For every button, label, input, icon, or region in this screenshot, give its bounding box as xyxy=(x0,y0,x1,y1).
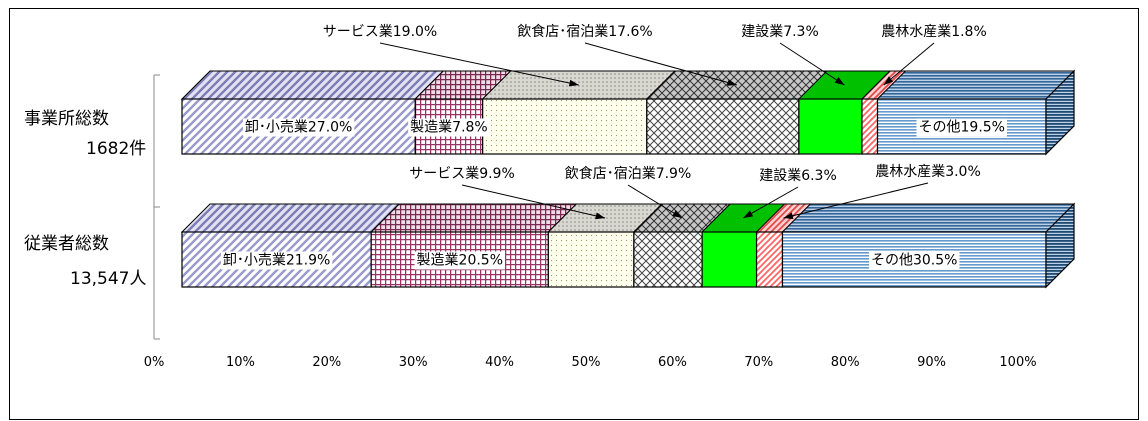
callout-label: サービス業19.0% xyxy=(323,24,437,40)
segment-label-bg xyxy=(868,251,960,270)
callout-arrow xyxy=(743,186,799,219)
x-tick-label: 20% xyxy=(312,355,341,370)
bar-segment xyxy=(632,203,732,288)
callout-arrowhead xyxy=(595,212,606,220)
bar-segment-side xyxy=(1045,202,1075,289)
callout-arrowhead xyxy=(672,210,682,218)
x-tick-label: 50% xyxy=(572,355,601,370)
callout-arrow xyxy=(461,184,606,219)
bar-segment xyxy=(876,69,1076,156)
bar-segment-front xyxy=(755,231,784,288)
callout-arrowhead xyxy=(783,212,794,220)
x-tick-label: 70% xyxy=(744,355,773,370)
bar-segment-top xyxy=(180,70,445,100)
x-tick-label: 100% xyxy=(999,355,1036,370)
callout-label-bg xyxy=(739,23,821,41)
callout-label-bg xyxy=(562,164,694,183)
chart-frame: 事業所総数 1682件 従業者総数 13,547人 xyxy=(9,8,1139,420)
callout-arrowhead xyxy=(726,79,737,86)
callout-arrow xyxy=(379,42,579,86)
callout-label-bg xyxy=(879,23,989,41)
segment-label: 卸･小売業21.9% xyxy=(223,253,330,269)
bar-segment-front xyxy=(633,231,703,288)
segment-label: その他30.5% xyxy=(871,253,957,269)
bar-segment-top xyxy=(180,203,401,233)
callout-arrow xyxy=(627,184,683,219)
x-tick-label: 60% xyxy=(658,355,687,370)
callout-label: サービス業9.9% xyxy=(409,166,515,182)
callout-label-bg xyxy=(515,22,655,41)
x-tick-label: 30% xyxy=(399,355,428,370)
callout-label: 建設業6.3% xyxy=(759,168,837,184)
bar-segment-top xyxy=(781,203,1076,233)
callout-label: 飲食店･宿泊業17.6% xyxy=(517,23,652,40)
row-count-employees: 13,547人 xyxy=(70,269,147,289)
bar-segment-side xyxy=(1045,69,1075,156)
segment-label-bg xyxy=(408,118,490,137)
segment-label-bg xyxy=(220,251,333,270)
callout-label-bg xyxy=(873,163,983,181)
stacked-bar-chart: 0% 10% 20% 30% 40% 50% 60% 70% 80% 90% 100% 卸･小売業2… xyxy=(144,22,1076,370)
callout-label: 飲食店･宿泊業7.9% xyxy=(565,165,692,182)
callout-arrow xyxy=(783,182,929,219)
x-tick-label: 10% xyxy=(226,355,255,370)
bar-segment-front xyxy=(701,231,758,288)
segment-label-bg xyxy=(916,118,1008,137)
callout-label-bg xyxy=(320,23,440,41)
callout-label-bg xyxy=(757,167,839,185)
bar-segment xyxy=(781,202,1076,289)
callout-label: 建設業7.3% xyxy=(741,24,819,40)
segment-label: 卸･小売業27.0% xyxy=(245,120,352,136)
row-label-establishments: 事業所総数 xyxy=(24,109,109,129)
callout-label-bg xyxy=(407,165,517,183)
callout-arrowhead xyxy=(568,79,579,87)
x-tick-label: 90% xyxy=(917,355,946,370)
segment-label-bg xyxy=(414,251,506,270)
callout-arrowhead xyxy=(834,76,845,85)
bar-segment-top xyxy=(370,203,578,233)
bar-segment-front xyxy=(547,231,635,288)
segment-label: 製造業7.8% xyxy=(410,120,488,136)
row-count-establishments: 1682件 xyxy=(86,139,147,159)
callout-arrow xyxy=(779,42,845,86)
bar-segment-front xyxy=(646,98,800,155)
x-tick-label: 0% xyxy=(144,355,165,370)
segment-label-bg xyxy=(242,118,355,137)
bar-segment-front xyxy=(482,98,648,155)
bar-segment xyxy=(180,70,445,155)
row-label-employees: 従業者総数 xyxy=(24,234,109,254)
callout-label: 農林水産業3.0% xyxy=(875,164,981,180)
segment-label: 製造業20.5% xyxy=(417,253,503,269)
callout-arrow xyxy=(883,42,935,86)
x-tick-label: 40% xyxy=(485,355,514,370)
bar-segment xyxy=(481,70,677,155)
bar-segment-top xyxy=(876,70,1076,100)
callout-arrowhead xyxy=(743,210,754,218)
callout-arrowhead xyxy=(883,76,894,85)
segment-label: その他19.5% xyxy=(919,120,1005,136)
x-tick-label: 80% xyxy=(831,355,860,370)
bar-segment-front xyxy=(861,98,879,155)
bar-segment xyxy=(180,203,401,288)
callout-arrow xyxy=(584,42,737,86)
bar-segment-front xyxy=(798,98,863,155)
callout-label: 農林水産業1.8% xyxy=(881,24,987,40)
bar-segment xyxy=(370,203,578,288)
